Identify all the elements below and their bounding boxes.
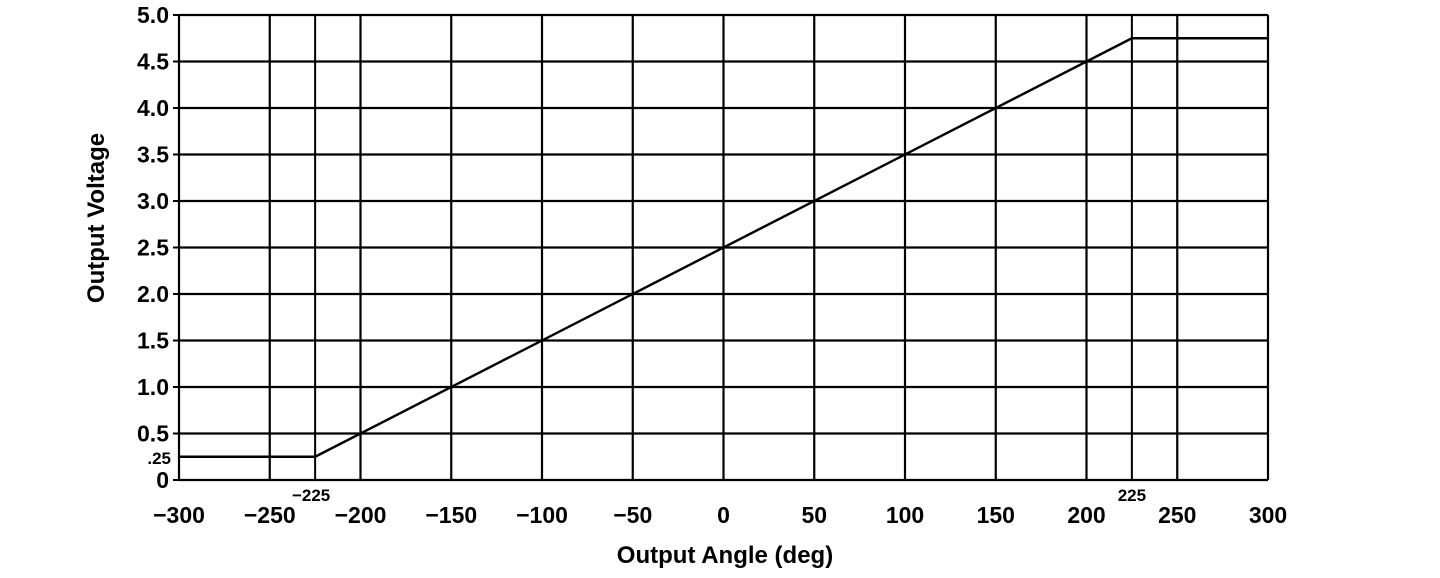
x-tick-label: −50	[613, 502, 652, 528]
annotation-label: −225	[292, 486, 330, 505]
x-tick-label: −100	[516, 502, 568, 528]
x-tick-label: −250	[244, 502, 296, 528]
y-axis-label: Output Voltage	[83, 133, 110, 303]
x-axis-label: Output Angle (deg)	[617, 542, 833, 569]
annotation-label: .25	[147, 449, 171, 468]
y-tick-label: 4.5	[137, 49, 169, 75]
y-tick-label: 1.0	[137, 374, 169, 400]
x-tick-label: 100	[886, 502, 924, 528]
y-tick-label: 5.0	[137, 2, 169, 28]
y-tick-label: 0	[156, 467, 169, 493]
x-tick-label: 50	[801, 502, 827, 528]
tick-labels: 00.51.01.52.02.53.03.54.04.55.0−300 −250−…	[137, 2, 1287, 528]
data-line	[179, 37, 1268, 458]
series-layer	[179, 37, 1268, 458]
x-tick-label: −150	[425, 502, 477, 528]
y-tick-label: 4.0	[137, 95, 169, 121]
y-tick-label: 2.0	[137, 281, 169, 307]
annotations: −225 225 .25	[147, 449, 1146, 505]
x-tick-label: −200	[335, 502, 387, 528]
x-tick-label: −300	[153, 502, 205, 528]
y-tick-label: 2.5	[137, 235, 169, 261]
x-tick-label: 250	[1158, 502, 1196, 528]
y-tick-label: 3.0	[137, 188, 169, 214]
y-tick-label: 0.5	[137, 421, 169, 447]
x-tick-label: 200	[1067, 502, 1105, 528]
annotation-label: 225	[1118, 486, 1146, 505]
x-tick-label: 150	[977, 502, 1015, 528]
grid	[173, 13, 1270, 482]
y-tick-label: 3.5	[137, 142, 169, 168]
x-tick-label: 0	[717, 502, 730, 528]
x-tick-label: 300	[1249, 502, 1287, 528]
y-tick-label: 1.5	[137, 328, 169, 354]
